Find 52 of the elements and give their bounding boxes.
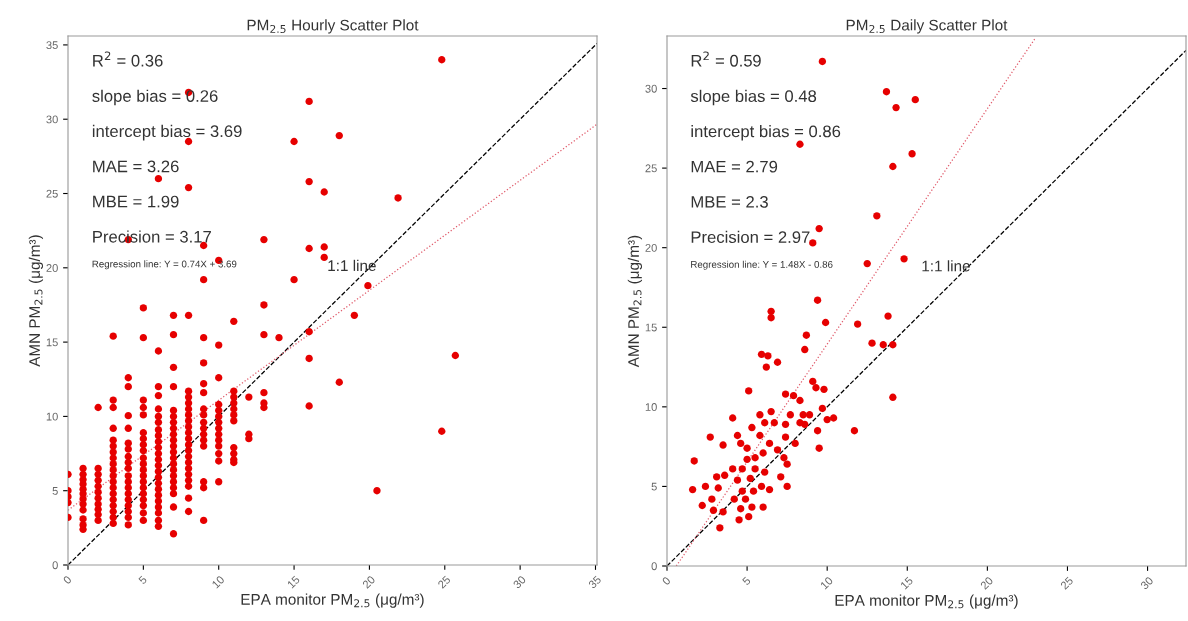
y-tick-label: 0	[52, 561, 58, 570]
chart-title: PM$_{2.5}$ Hourly Scatter Plot	[247, 19, 419, 34]
y-tick-label: 20	[46, 264, 58, 272]
annotation: 1:1 line	[922, 260, 970, 272]
x-tick-label: 20	[979, 576, 994, 590]
annotation: 1:1 line	[328, 259, 376, 272]
x-tick-label: 5	[741, 576, 752, 586]
y-tick-label: 0	[651, 562, 657, 571]
annotation: intercept bias = 0.86	[691, 125, 841, 141]
y-tick-label: 5	[651, 482, 657, 491]
y-tick-label: 25	[645, 164, 657, 173]
y-tick-label: 10	[645, 403, 657, 411]
y-tick-label: 15	[645, 323, 657, 332]
annotation: Precision = 2.97	[691, 230, 810, 244]
x-tick-label: 5	[138, 575, 148, 585]
annotation: Regression line: Y = 1.48X - 0.86	[691, 260, 833, 270]
x-tick-label: 15	[900, 576, 914, 590]
chart-title: PM$_{2.5}$ Daily Scatter Plot	[846, 19, 1008, 34]
x-tick-label: 25	[437, 575, 451, 589]
annotation: slope bias = 0.26	[92, 89, 218, 106]
y-axis-title: AMN PM$_{2.5}$ (μg/m³)	[28, 235, 44, 367]
y-tick-label: 20	[645, 243, 657, 252]
x-tick-label: 20	[362, 575, 376, 589]
y-tick-label: 5	[52, 487, 58, 495]
annotation: MAE = 3.26	[93, 160, 179, 173]
x-tick-label: 0	[62, 575, 72, 585]
annotation: R$^{2}$ = 0.36	[93, 51, 163, 67]
annotation: Regression line: Y = 0.74X + 3.69	[92, 260, 237, 270]
y-tick-label: 10	[46, 412, 58, 421]
x-tick-label: 0	[661, 576, 671, 586]
x-tick-label: 10	[819, 576, 834, 590]
y-tick-label: 30	[645, 84, 657, 93]
x-axis-title: EPA monitor PM$_{2.5}$ (μg/m³)	[835, 594, 1018, 609]
annotation: intercept bias = 3.69	[92, 124, 242, 141]
annotation: MBE = 2.3	[691, 195, 768, 208]
x-tick-label: 10	[211, 575, 225, 589]
x-tick-label: 35	[587, 575, 602, 589]
y-tick-label: 25	[46, 189, 58, 198]
x-tick-label: 30	[1140, 576, 1154, 590]
y-tick-label: 30	[46, 115, 58, 124]
x-tick-label: 30	[512, 575, 527, 589]
y-tick-label: 15	[46, 338, 58, 347]
annotation: MBE = 1.99	[93, 195, 179, 208]
x-axis-title: EPA monitor PM$_{2.5}$ (μg/m³)	[241, 593, 424, 608]
annotation: Precision = 3.17	[93, 230, 211, 243]
y-tick-label: 35	[46, 41, 58, 50]
annotation: R$^{2}$ = 0.59	[691, 51, 761, 67]
annotation: MAE = 2.79	[691, 160, 778, 173]
y-axis-title: AMN PM$_{2.5}$ (μg/m³)	[627, 235, 643, 368]
x-tick-label: 25	[1060, 576, 1074, 590]
x-tick-label: 15	[286, 575, 301, 589]
annotation: slope bias = 0.48	[690, 89, 817, 106]
